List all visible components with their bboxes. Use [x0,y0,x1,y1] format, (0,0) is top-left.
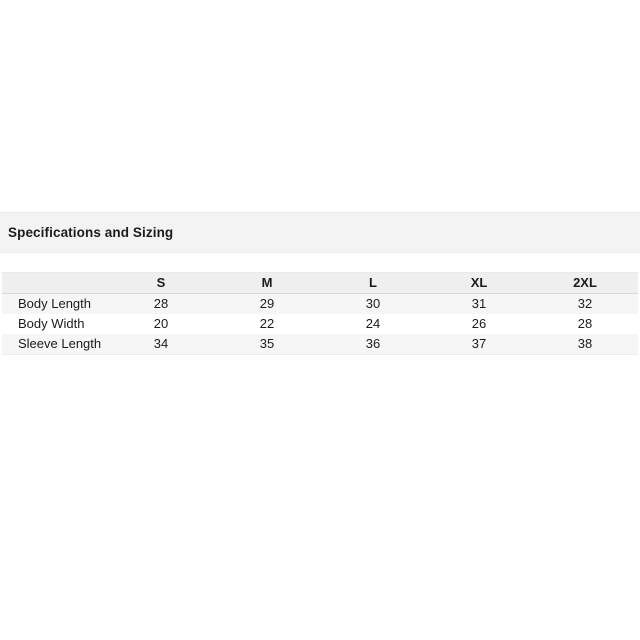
sleeve-length-value-m: 35 [214,334,320,355]
measurement-column-header [2,272,108,294]
body-width-value-xl: 26 [471,316,487,331]
table-row-body-width: Body Width 20 22 24 26 28 [2,314,638,334]
table-row-body-length: Body Length 28 29 30 31 32 [2,293,638,314]
row-label-body-length: Body Length [2,293,108,314]
body-width-value-2xl: 28 [577,316,593,331]
body-length-value-xl: 31 [426,293,532,314]
body-width-value-s: 20 [153,316,169,331]
table-row-sleeve-length: Sleeve Length 34 35 36 37 38 [2,334,638,355]
body-width-value-l: 24 [365,316,381,331]
row-label-sleeve-length: Sleeve Length [2,334,108,355]
section-title: Specifications and Sizing [8,225,174,240]
row-label-body-width: Body Width [18,316,85,331]
size-column-header-l: L [320,272,426,294]
sleeve-length-value-l: 36 [320,334,426,355]
size-header-row: S M L XL 2XL [2,272,638,294]
section-header: Specifications and Sizing [0,212,640,253]
sizing-chart-table: S M L XL 2XL Body Length 28 29 30 31 32 … [2,272,638,355]
body-length-value-s: 28 [108,293,214,314]
size-column-header-s: S [108,272,214,294]
size-column-header-xl: XL [426,272,532,294]
sleeve-length-value-2xl: 38 [532,334,638,355]
sleeve-length-value-s: 34 [108,334,214,355]
size-column-header-2xl: 2XL [532,272,638,294]
size-column-header-m: M [214,272,320,294]
body-length-value-2xl: 32 [532,293,638,314]
body-length-value-m: 29 [214,293,320,314]
sleeve-length-value-xl: 37 [426,334,532,355]
body-width-value-m: 22 [259,316,275,331]
body-length-value-l: 30 [320,293,426,314]
